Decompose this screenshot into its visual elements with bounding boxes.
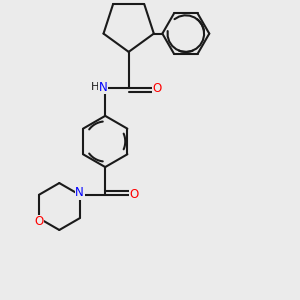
- Text: O: O: [34, 215, 43, 228]
- Text: O: O: [129, 188, 138, 201]
- Text: O: O: [153, 82, 162, 94]
- Text: N: N: [75, 186, 84, 199]
- Text: H: H: [91, 82, 100, 92]
- Text: N: N: [99, 81, 107, 94]
